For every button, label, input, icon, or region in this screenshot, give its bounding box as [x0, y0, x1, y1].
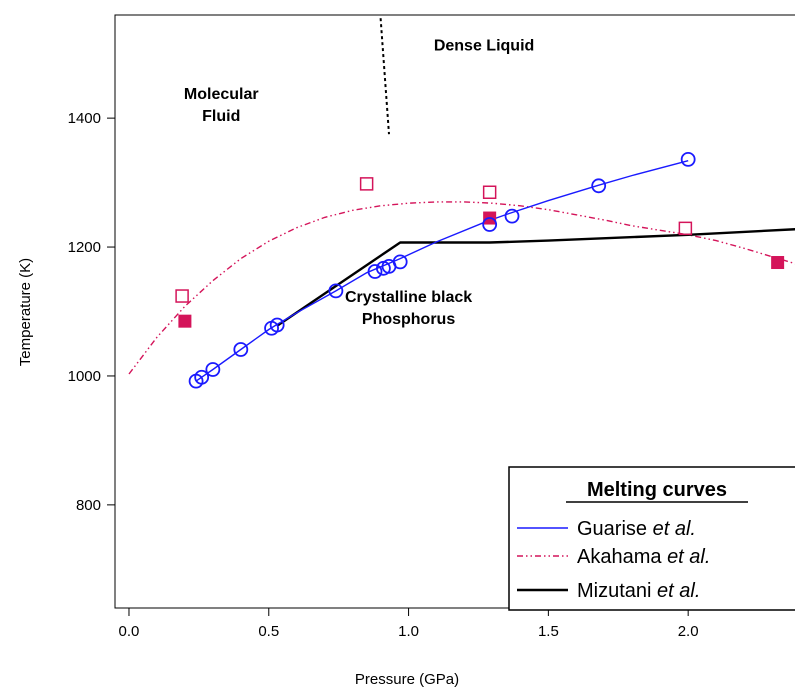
series-layer [128, 18, 795, 389]
legend-label-name: Mizutani [577, 580, 657, 602]
y-axis: 800 1000 1200 1400 [68, 110, 115, 514]
akahama-open-point [482, 185, 497, 200]
legend-label-name: Guarise [577, 518, 653, 540]
x-tick-label: 0.0 [119, 623, 140, 640]
region-label-line: Dense Liquid [434, 37, 534, 54]
legend-label-etal: et al. [667, 546, 710, 568]
guarise-point [233, 342, 249, 357]
plot-area [128, 18, 795, 389]
region-label-line: Fluid [202, 108, 240, 125]
x-axis: 0.0 0.5 1.0 1.5 2.0 [119, 608, 699, 640]
guarise-point [591, 178, 607, 194]
guarise-point [392, 254, 408, 270]
guarise-point [482, 217, 498, 232]
guarise-point [269, 317, 285, 333]
region-label-line: Molecular [184, 86, 259, 103]
legend-label-guarise: Guarise et al. [577, 518, 696, 540]
y-tick-label: 1400 [68, 110, 101, 127]
legend-label-etal: et al. [653, 518, 696, 540]
phase-boundary-line [379, 18, 390, 135]
legend-label-akahama: Akahama et al. [577, 546, 710, 568]
x-tick-label: 1.5 [538, 623, 559, 640]
guarise-point [367, 264, 383, 279]
akahama-open-point [678, 221, 693, 236]
x-tick-label: 2.0 [678, 623, 699, 640]
guarise-point [680, 151, 696, 167]
akahama-filled-point [178, 314, 192, 328]
guarise-point [504, 208, 520, 224]
akahama-open-point [359, 177, 374, 191]
legend-box [508, 466, 795, 611]
legend-label-etal: et al. [657, 580, 700, 602]
region-label-line: Phosphorus [362, 311, 455, 328]
region-label: Molecular Fluid [184, 86, 259, 125]
legend-label-mizutani: Mizutani et al. [577, 580, 700, 602]
legend-label-name: Akahama [577, 546, 667, 568]
guarise-fit-line [195, 160, 689, 382]
y-tick-label: 1200 [68, 239, 101, 256]
akahama-fit-line [128, 201, 795, 375]
x-tick-label: 1.0 [398, 623, 419, 640]
legend-title: Melting curves [587, 479, 727, 501]
region-label-line: Crystalline black [345, 289, 472, 306]
y-axis-label: Temperature (K) [17, 258, 34, 366]
region-label: Dense Liquid [434, 37, 534, 54]
region-labels: Molecular Fluid Dense Liquid Crystalline bl… [184, 37, 534, 327]
akahama-open-point [175, 289, 189, 303]
guarise-point [194, 369, 210, 385]
y-tick-label: 800 [76, 497, 101, 514]
akahama-filled-point [771, 256, 785, 270]
mizutani-line [276, 228, 795, 327]
guarise-point [205, 362, 221, 377]
x-axis-label: Pressure (GPa) [355, 671, 459, 688]
guarise-point [328, 283, 344, 299]
plot-frame [114, 14, 795, 609]
region-label: Crystalline black Phosphorus [345, 289, 472, 328]
y-tick-label: 1000 [68, 368, 101, 385]
x-tick-label: 0.5 [258, 623, 279, 640]
